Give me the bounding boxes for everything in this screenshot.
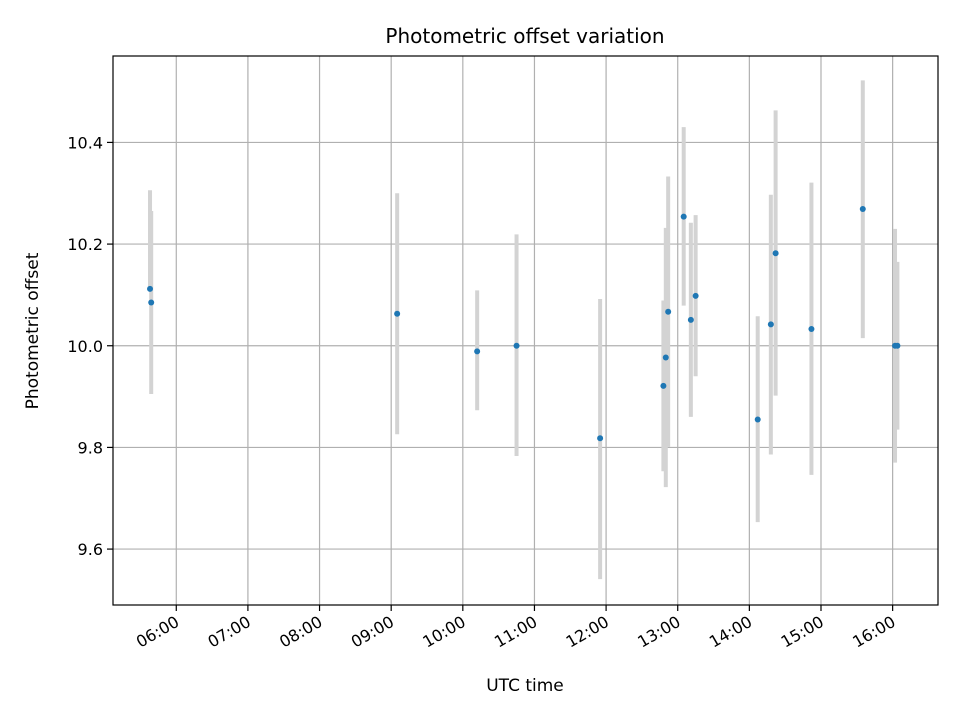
- y-tick-label: 10.0: [67, 337, 103, 356]
- data-point: [772, 250, 779, 257]
- data-point: [147, 285, 154, 292]
- data-point: [662, 354, 669, 361]
- data-point: [767, 321, 774, 328]
- y-tick-label: 10.4: [67, 133, 103, 152]
- data-point: [894, 342, 901, 349]
- data-point: [665, 308, 672, 315]
- data-points: [147, 206, 901, 442]
- data-point: [660, 382, 667, 389]
- data-point: [148, 299, 155, 306]
- y-tick-label: 10.2: [67, 235, 103, 254]
- data-point: [474, 348, 481, 355]
- data-point: [680, 213, 687, 220]
- y-axis: 9.6 9.8 10.0 10.2 10.4: [67, 133, 113, 559]
- x-axis-label: UTC time: [486, 676, 564, 696]
- data-point: [859, 206, 866, 213]
- grid: [113, 56, 938, 605]
- chart-title: Photometric offset variation: [385, 24, 664, 48]
- data-point: [692, 292, 699, 299]
- y-tick-label: 9.6: [78, 540, 103, 559]
- data-point: [754, 416, 761, 423]
- data-point: [513, 342, 520, 349]
- y-axis-label: Photometric offset: [23, 252, 43, 409]
- data-point: [687, 316, 694, 323]
- plot-frame: [112, 55, 939, 606]
- data-point: [394, 310, 401, 317]
- y-tick-label: 9.8: [78, 438, 103, 457]
- data-point: [597, 435, 604, 442]
- data-point: [808, 325, 815, 332]
